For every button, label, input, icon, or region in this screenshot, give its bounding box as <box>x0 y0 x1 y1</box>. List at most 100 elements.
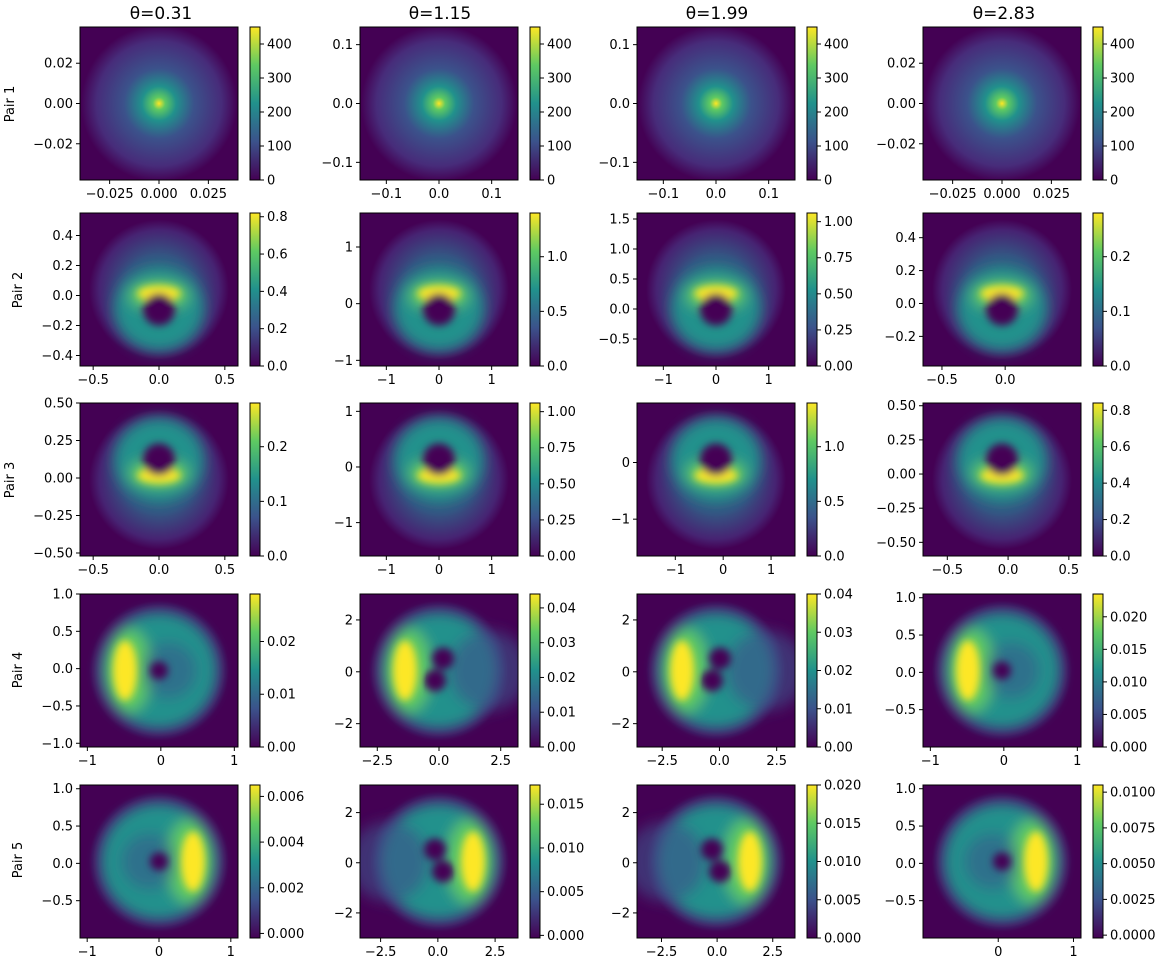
y-tick-label: 0.0 <box>895 666 916 681</box>
x-tick-label: −0.5 <box>77 563 109 578</box>
x-tick-label: −1 <box>377 563 396 578</box>
colorbar <box>529 784 541 939</box>
y-tick-label: −0.25 <box>876 502 916 517</box>
x-tick-label: 0.5 <box>1059 563 1080 578</box>
colorbar-tick-label: 0.015 <box>547 798 584 813</box>
colorbar-tick-label: 0 <box>547 174 555 189</box>
heatmap-image <box>637 403 795 556</box>
y-tick-label: 0.1 <box>332 38 353 53</box>
colorbar-tick-label: 0.4 <box>267 285 288 300</box>
y-tick-label: −1.0 <box>41 737 73 752</box>
y-tick-label: 0.0 <box>52 857 73 872</box>
y-tick-label: 0 <box>345 665 353 680</box>
x-tick-label: 0.5 <box>214 563 235 578</box>
panel: −1 0 1 −1.0 −0.5 0.0 0.5 1.0 0.00 0.01 0.02 <box>41 588 296 770</box>
heatmap-image <box>923 213 1081 366</box>
panel: −0.5 0.0 0.5 −0.50 −0.25 0.00 0.25 0.50 0.0 0.1 0.… <box>33 397 288 579</box>
colorbar-tick-label: 300 <box>1110 72 1135 87</box>
x-tick-label: 0.000 <box>983 187 1020 202</box>
colorbar-tick-label: 400 <box>1110 38 1135 53</box>
heatmap-image <box>360 403 518 556</box>
x-tick-label: 2.5 <box>766 754 787 769</box>
colorbar-tick-label: 0.010 <box>824 855 861 870</box>
x-tick-label: 1 <box>767 563 775 578</box>
x-tick-label: −0.1 <box>648 187 680 202</box>
heatmap-image <box>923 594 1081 747</box>
x-tick-label: 0.0 <box>149 373 170 388</box>
y-tick-label: 0.00 <box>887 97 916 112</box>
colorbar-tick-label: 400 <box>267 38 292 53</box>
panel: −0.5 0.0 0.5 −0.4 −0.2 0.0 0.2 0.4 0.0 0.2 0.4 0.6 0… <box>41 210 287 388</box>
colorbar-tick-label: 0.1 <box>267 495 288 510</box>
x-tick-label: 0.000 <box>140 187 177 202</box>
colorbar <box>249 593 261 748</box>
colorbar-tick-label: 100 <box>1110 140 1135 155</box>
y-tick-label: 0.50 <box>44 397 73 412</box>
panel: −1 0 1 −1 0 0.0 0.5 1.0 <box>611 402 845 578</box>
y-tick-label: −0.02 <box>33 137 73 152</box>
x-tick-label: 0.0 <box>706 187 727 202</box>
y-tick-label: −0.5 <box>41 699 73 714</box>
colorbar <box>529 212 541 367</box>
x-tick-label: −1 <box>377 373 396 388</box>
x-tick-label: 1 <box>1073 754 1081 769</box>
x-tick-label: 0.0 <box>998 563 1019 578</box>
x-tick-label: 0.0 <box>429 187 450 202</box>
y-tick-label: 0 <box>622 456 630 471</box>
colorbar-tick-label: 0.0100 <box>1110 786 1156 801</box>
colorbar-tick-label: 0.01 <box>547 706 576 721</box>
colorbar-tick-label: 0.006 <box>267 790 304 805</box>
y-tick-label: 0 <box>622 665 630 680</box>
colorbar-tick-label: 0.2 <box>1110 250 1131 265</box>
x-tick-label: 1 <box>230 754 238 769</box>
panel: −0.025 0.000 0.025 −0.02 0.00 0.02 0 100 200 300 4… <box>33 26 292 202</box>
colorbar-tick-label: 0.0 <box>547 360 568 375</box>
colorbar-tick-label: 0.0 <box>267 360 288 375</box>
x-tick-label: −1 <box>654 373 673 388</box>
colorbar-tick-label: 0.00 <box>824 360 853 375</box>
panel: 0 1 −0.5 0.0 0.5 1.0 0.0000 0.0025 0.0050 0.0075 0… <box>884 782 1155 960</box>
y-tick-label: 1.0 <box>52 588 73 603</box>
colorbar <box>1092 593 1104 748</box>
colorbar-tick-label: 1.00 <box>824 215 853 230</box>
y-tick-label: 0 <box>622 856 630 871</box>
colorbar-tick-label: 100 <box>547 140 572 155</box>
colorbar-tick-label: 0.75 <box>824 251 853 266</box>
colorbar-tick-label: 0.000 <box>1110 741 1147 756</box>
colorbar-tick-label: 0.8 <box>267 210 288 225</box>
y-tick-label: −0.50 <box>33 547 73 562</box>
colorbar-tick-label: 0.015 <box>1110 643 1147 658</box>
panel: −2.5 0.0 2.5 −2 0 2 0.00 0.01 0.02 0.03 0.04 <box>611 588 853 770</box>
colorbar-tick-label: 0.01 <box>267 688 296 703</box>
x-tick-label: −2.5 <box>365 945 397 960</box>
x-tick-label: 2.5 <box>762 945 783 960</box>
panel: −0.5 0.0 −0.2 0.0 0.2 0.4 0.0 0.1 0.2 <box>884 212 1131 388</box>
colorbar-tick-label: 0.002 <box>267 881 304 896</box>
colorbar <box>249 784 261 939</box>
colorbar-tick-label: 0 <box>824 174 832 189</box>
colorbar-tick-label: 0.01 <box>824 702 853 717</box>
x-tick-label: −0.5 <box>926 373 958 388</box>
y-tick-label: 0.0 <box>609 303 630 318</box>
x-tick-label: −2.5 <box>361 754 393 769</box>
y-tick-label: 0.0 <box>895 297 916 312</box>
column-titles: θ=0.31 θ=1.15 θ=1.99 θ=2.83 <box>130 4 1036 24</box>
y-tick-label: 1.0 <box>609 243 630 258</box>
panel: −2.5 0.0 2.5 −2 0 2 0.000 0.005 0.010 0.015 <box>334 784 584 960</box>
heatmap-image <box>637 594 795 747</box>
panel: −1 0 1 −0.5 0.0 0.5 1.0 0.000 0.002 0.004 0.006 <box>41 782 304 960</box>
heatmap-image <box>80 27 238 180</box>
x-tick-label: 0.1 <box>758 187 779 202</box>
x-tick-label: 0.0 <box>995 373 1016 388</box>
y-tick-label: −1 <box>611 513 630 528</box>
heatmap-image <box>360 27 518 180</box>
x-tick-label: 0 <box>1000 754 1008 769</box>
heatmap-grid: −0.025 0.000 0.025−0.020.000.0201002003004… <box>33 26 1156 960</box>
heatmap-image <box>360 213 518 366</box>
x-tick-label: −0.1 <box>371 187 403 202</box>
colorbar <box>806 784 818 939</box>
colorbar-tick-label: 0.6 <box>1110 440 1131 455</box>
colorbar <box>249 402 261 557</box>
x-tick-label: 0.0 <box>428 945 449 960</box>
row-labels: Pair 1 Pair 2 Pair 3 Pair 4 Pair 5 <box>3 86 26 879</box>
